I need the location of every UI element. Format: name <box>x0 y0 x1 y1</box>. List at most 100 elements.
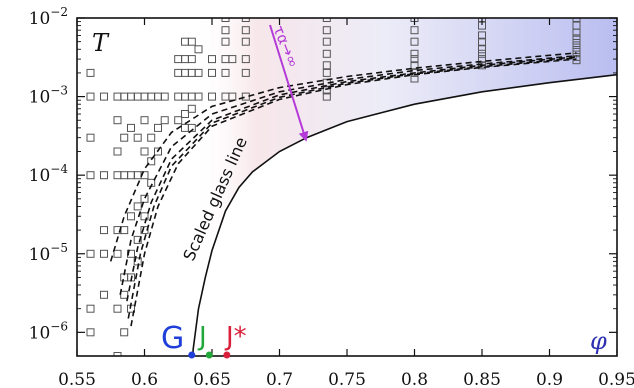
data-marker <box>133 171 142 180</box>
data-marker <box>322 86 331 95</box>
data-marker <box>86 328 95 337</box>
data-marker <box>86 133 95 142</box>
data-marker <box>181 55 189 64</box>
data-marker <box>572 39 581 47</box>
data-marker <box>181 68 189 77</box>
x-tick-label: 0.9 <box>536 370 563 388</box>
data-marker <box>113 171 122 180</box>
data-marker <box>241 68 250 77</box>
data-marker <box>478 55 486 64</box>
x-tick-label: 0.6 <box>131 370 158 388</box>
data-marker <box>322 49 331 58</box>
label-G: G <box>161 321 184 356</box>
y-tick-label: 10−2 <box>29 5 68 29</box>
x-axis: 0.55 0.6 0.65 0.7 0.75 0.8 0.85 0.9 0.95 <box>58 18 634 388</box>
y-axis: 10−6 10−5 10−4 10−3 10−2 <box>29 5 617 343</box>
data-marker <box>221 68 230 77</box>
data-marker <box>572 43 581 52</box>
glass-region-fill <box>193 18 617 356</box>
data-marker <box>154 147 162 156</box>
data-marker <box>147 92 156 101</box>
data-marker <box>154 92 162 101</box>
data-marker <box>100 290 108 299</box>
y-axis-label: T <box>92 29 110 57</box>
data-marker <box>86 92 95 101</box>
data-marker <box>140 147 149 156</box>
data-marker <box>410 61 419 70</box>
data-marker <box>241 18 250 22</box>
data-marker <box>478 49 486 58</box>
data-marker <box>113 116 122 125</box>
data-marker <box>187 123 196 132</box>
data-marker <box>120 328 129 337</box>
critical-point <box>223 351 231 359</box>
data-marker <box>113 304 122 313</box>
data-marker <box>127 171 135 180</box>
data-marker <box>181 110 189 118</box>
data-marker <box>572 56 581 65</box>
data-marker <box>322 92 331 101</box>
data-marker <box>120 290 129 299</box>
data-marker <box>187 55 196 64</box>
data-marker <box>221 18 230 22</box>
data-marker <box>322 68 331 77</box>
dashed-fit-4 <box>130 58 577 327</box>
data-marker <box>120 171 129 180</box>
data-marker <box>133 202 142 211</box>
data-marker <box>127 212 135 221</box>
data-marker <box>127 92 135 101</box>
data-marker <box>113 249 122 258</box>
x-tick-label: 0.8 <box>401 370 428 388</box>
data-marker <box>572 18 581 22</box>
data-marker <box>133 92 142 101</box>
data-marker <box>572 28 581 37</box>
data-marker <box>221 26 230 35</box>
data-marker <box>208 68 216 77</box>
data-marker <box>181 92 189 101</box>
data-marker <box>174 116 183 125</box>
data-marker <box>140 194 149 203</box>
data-marker <box>160 92 169 101</box>
x-tick-label: 0.7 <box>266 370 293 388</box>
dashed-fit-curves <box>109 52 577 327</box>
data-marker <box>228 55 237 64</box>
data-marker <box>181 123 189 132</box>
data-marker <box>478 61 486 70</box>
dashed-fit-1 <box>119 55 577 295</box>
data-marker <box>127 123 135 132</box>
y-tick-label: 10−4 <box>29 162 69 186</box>
dashed-fit-0 <box>109 52 577 262</box>
data-marker <box>120 133 129 142</box>
data-marker <box>174 68 183 77</box>
critical-point <box>188 351 196 359</box>
data-marker <box>572 47 581 56</box>
data-marker <box>140 212 149 221</box>
data-marker <box>241 26 250 35</box>
label-J: J <box>197 322 207 352</box>
critical-point <box>205 351 213 359</box>
data-marker <box>187 104 196 113</box>
x-tick-label: 0.95 <box>598 370 634 388</box>
data-marker <box>322 26 331 35</box>
data-marker <box>86 68 95 77</box>
data-marker <box>100 249 108 258</box>
y-tick-label: 10−3 <box>29 84 68 108</box>
data-marker <box>147 157 156 166</box>
x-tick-label: 0.85 <box>463 370 501 388</box>
plot-area <box>86 18 617 356</box>
data-marker <box>410 49 419 58</box>
data-marker <box>181 37 189 46</box>
data-marker <box>100 171 108 180</box>
data-marker <box>113 352 122 356</box>
data-marker <box>100 226 108 235</box>
critical-points <box>188 351 231 359</box>
data-marker <box>100 92 108 101</box>
data-marker <box>322 61 331 70</box>
data-marker <box>120 92 129 101</box>
data-marker <box>572 34 581 43</box>
data-marker <box>147 133 156 142</box>
dashed-fit-2 <box>126 56 577 302</box>
data-marker <box>194 68 203 77</box>
data-marker <box>174 55 183 64</box>
